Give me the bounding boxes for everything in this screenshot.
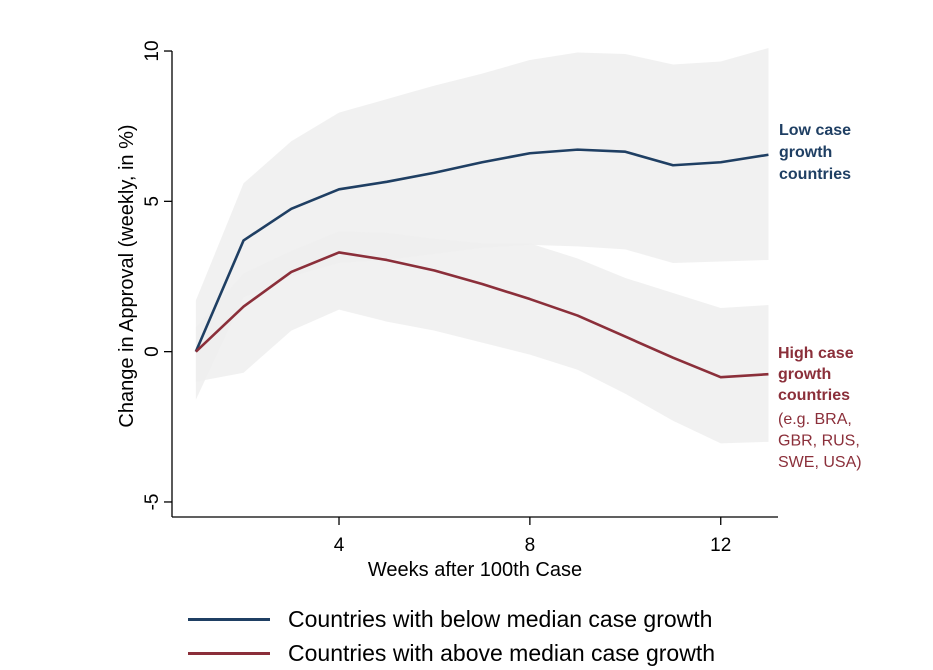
legend: Countries with below median case growth … bbox=[188, 602, 715, 670]
legend-item-above-median: Countries with above median case growth bbox=[188, 636, 715, 670]
y-tick-label-5: 5 bbox=[142, 196, 163, 207]
legend-swatch-below-median bbox=[188, 617, 270, 621]
x-axis-ticks: 4 8 12 bbox=[334, 517, 731, 556]
annotation-high-example-0: (e.g. BRA, bbox=[778, 411, 852, 428]
annotation-high-line-2: countries bbox=[778, 387, 850, 404]
ci-band-series-0 bbox=[195, 48, 769, 400]
legend-swatch-above-median bbox=[188, 651, 270, 655]
annotation-low-line-1: growth bbox=[779, 144, 832, 161]
series-annotations: Low case growth countries High case growth co… bbox=[778, 122, 862, 471]
series-line-0 bbox=[194, 148, 769, 353]
y-tick-label-10: 10 bbox=[142, 40, 163, 61]
axes bbox=[171, 51, 778, 518]
legend-label-above-median: Countries with above median case growth bbox=[288, 639, 716, 666]
x-axis-title: Weeks after 100th Case bbox=[368, 559, 582, 581]
y-tick-label--5: -5 bbox=[142, 494, 163, 511]
ci-band-series-1 bbox=[195, 231, 769, 444]
annotation-high-line-1: growth bbox=[778, 366, 831, 383]
annotation-high-example-1: GBR, RUS, bbox=[778, 433, 860, 450]
annotation-low-line-2: countries bbox=[779, 166, 851, 183]
y-axis-ticks: -5 0 5 10 bbox=[142, 40, 172, 510]
legend-item-below-median: Countries with below median case growth bbox=[188, 602, 715, 636]
series-line-1 bbox=[194, 251, 769, 379]
annotation-high-example-2: SWE, USA) bbox=[778, 454, 862, 471]
annotation-low-line-0: Low case bbox=[779, 122, 851, 139]
confidence-bands bbox=[195, 48, 769, 444]
annotation-high-line-0: High case bbox=[778, 345, 854, 362]
x-tick-label-4: 4 bbox=[334, 535, 345, 556]
legend-label-below-median: Countries with below median case growth bbox=[288, 605, 713, 632]
series-lines bbox=[194, 148, 769, 379]
y-tick-label-0: 0 bbox=[142, 346, 163, 357]
y-axis-title: Change in Approval (weekly, in %) bbox=[116, 124, 138, 427]
x-tick-label-8: 8 bbox=[525, 535, 536, 556]
x-tick-label-12: 12 bbox=[710, 535, 731, 556]
